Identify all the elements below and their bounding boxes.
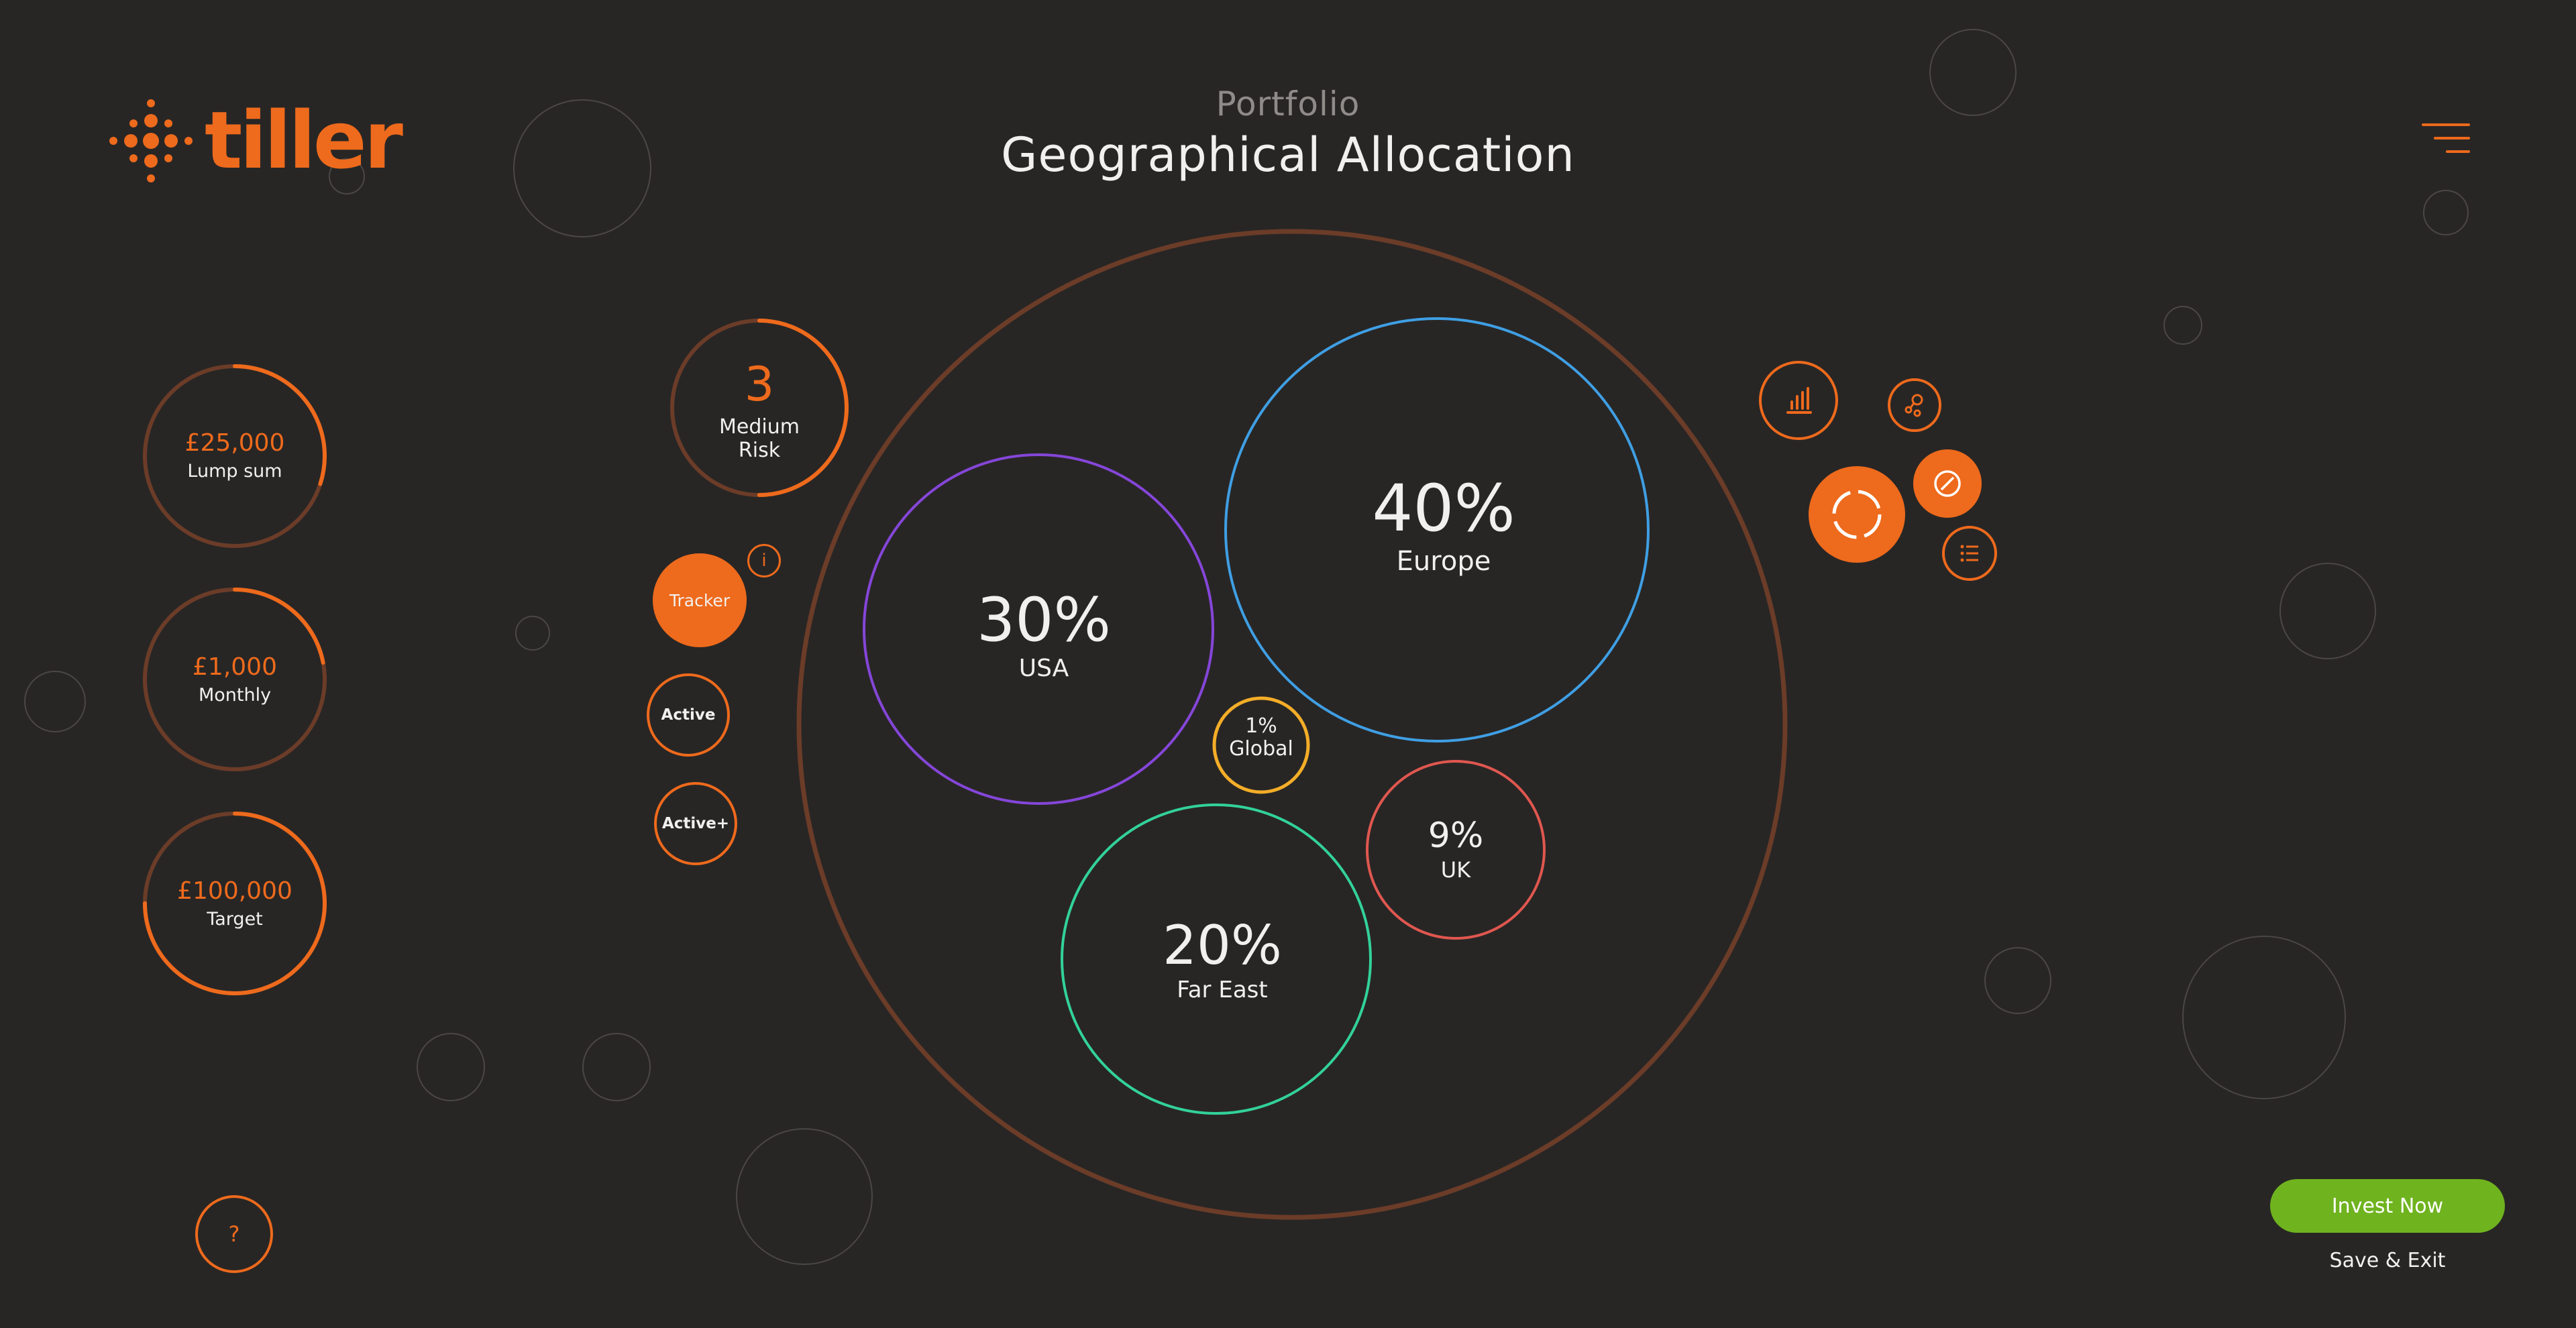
bar-chart-icon (1786, 387, 1812, 414)
background-ring (582, 1033, 651, 1101)
uk-label: 9% UK (1389, 818, 1523, 883)
usa-region: USA (1018, 655, 1069, 682)
background-ring (736, 1128, 873, 1265)
global-percent: 1% (1245, 714, 1277, 738)
section-title: Portfolio (1216, 85, 1360, 123)
uk-percent: 9% (1428, 816, 1484, 856)
lump-sum-label: Lump sum (187, 461, 282, 482)
global-region: Global (1229, 737, 1293, 761)
monthly-dial[interactable] (138, 582, 332, 777)
global-label: 1% Global (1208, 715, 1315, 761)
usa-label: 30% USA (910, 585, 1178, 683)
list-view-button[interactable] (1942, 526, 1997, 581)
strategy-active-button[interactable]: Active (647, 673, 730, 757)
allocation-view-button[interactable] (1809, 466, 1905, 563)
far-east-label: 20% Far East (1088, 914, 1356, 1004)
risk-caption-line1: Medium (719, 415, 800, 439)
background-ring (2163, 306, 2202, 345)
background-ring (2279, 563, 2376, 659)
invest-now-button[interactable]: Invest Now (2270, 1179, 2505, 1233)
monthly-label: Monthly (198, 685, 272, 706)
lump-sum-amount: £25,000 (184, 429, 285, 457)
share-button[interactable] (1888, 378, 1941, 432)
strategy-tracker-button[interactable]: Tracker (653, 553, 747, 647)
lump-sum-dial[interactable] (138, 359, 332, 553)
compass-icon (1934, 470, 1961, 497)
chart-view-button[interactable] (1759, 361, 1838, 440)
brand-name: tiller (205, 94, 403, 186)
lump-sum-value: £25,000 Lump sum (141, 429, 329, 482)
strategy-active-plus-button[interactable]: Active+ (654, 782, 737, 865)
tiller-logo-icon (109, 99, 193, 182)
background-ring (515, 616, 550, 651)
background-ring (1929, 29, 2017, 116)
far-east-region: Far East (1177, 977, 1268, 1003)
background-ring (2423, 190, 2469, 235)
compass-button[interactable] (1913, 449, 1982, 518)
far-east-percent: 20% (1163, 914, 1282, 977)
risk-caption-line2: Risk (738, 438, 781, 462)
info-icon[interactable]: i (747, 544, 781, 577)
page-title: Geographical Allocation (1001, 127, 1575, 182)
monthly-amount: £1,000 (193, 653, 277, 681)
target-amount: £100,000 (177, 877, 292, 905)
list-icon (1960, 545, 1978, 562)
risk-label: 3 Medium Risk (667, 361, 852, 462)
europe-label: 40% Europe (1303, 476, 1585, 577)
background-ring (513, 99, 651, 237)
background-ring (1984, 947, 2051, 1014)
usa-percent: 30% (976, 585, 1112, 655)
europe-percent: 40% (1372, 471, 1515, 546)
uk-region: UK (1440, 857, 1471, 883)
save-exit-link[interactable]: Save & Exit (2329, 1249, 2446, 1272)
help-button[interactable]: ? (195, 1195, 273, 1273)
target-dial[interactable] (138, 806, 332, 1001)
share-icon (1904, 394, 1923, 417)
europe-region: Europe (1396, 546, 1491, 577)
monthly-value: £1,000 Monthly (141, 653, 329, 706)
target-value: £100,000 Target (141, 877, 329, 930)
allocation-donut-icon (1832, 490, 1882, 539)
risk-level: 3 (744, 357, 775, 412)
background-ring (417, 1033, 485, 1101)
target-label: Target (207, 909, 263, 930)
background-ring (329, 158, 365, 195)
background-ring (2182, 936, 2346, 1099)
background-ring (24, 671, 86, 732)
menu-icon[interactable] (2420, 121, 2471, 156)
